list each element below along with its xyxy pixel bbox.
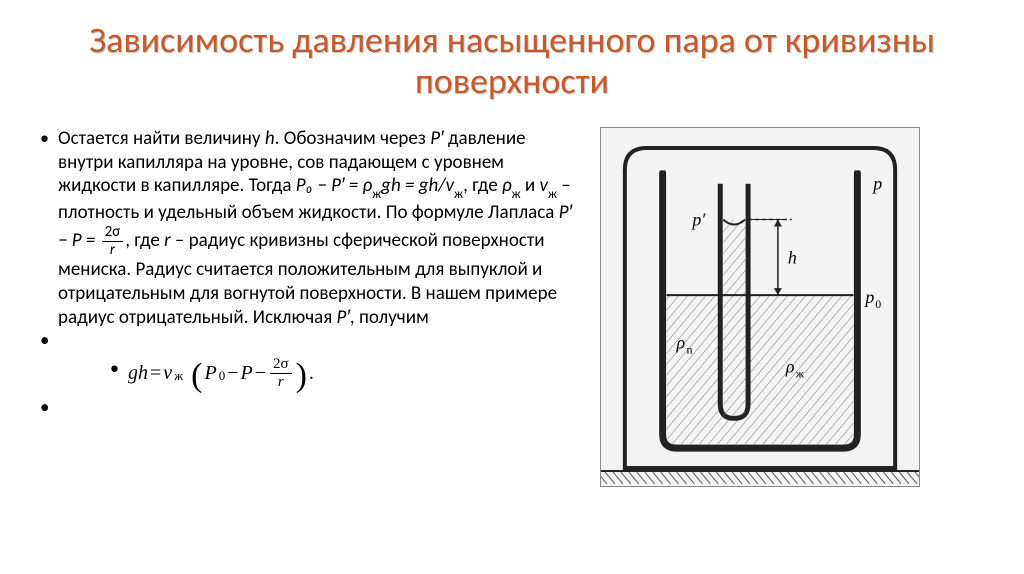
var-Pprime: P′: [430, 127, 443, 150]
content-row: • Остается найти величину h. Обозначим ч…: [40, 127, 984, 492]
svg-text:h: h: [788, 247, 797, 267]
main-formula: gh = vж ( P0 − P − 2σr ) .: [128, 357, 314, 390]
eq1-sub: ж: [372, 187, 381, 202]
svg-text:ж: ж: [795, 366, 805, 380]
svg-text:p: p: [871, 174, 882, 194]
bullet-icon: •: [40, 127, 58, 330]
diagram-column: pp′hp0ρnρж: [600, 127, 920, 492]
text-seg: , где: [125, 229, 164, 252]
empty-bullet: •: [40, 329, 580, 351]
sub-zh: ж: [548, 187, 557, 202]
var-v: v: [539, 174, 547, 197]
var-Pprime2: P′: [337, 306, 350, 329]
var-rho: ρ: [502, 174, 512, 197]
var-h: h: [265, 127, 275, 150]
text-seg: . Обозначим через: [275, 127, 431, 150]
empty-bullet: •: [40, 396, 580, 418]
bullet-icon: •: [110, 357, 128, 390]
page-title: Зависимость давления насыщенного пара от…: [40, 20, 984, 103]
text-seg: , получим: [350, 306, 429, 329]
formula-row: • gh = vж ( P0 − P − 2σr ) .: [40, 357, 580, 390]
eq1-sub: ж: [454, 187, 463, 202]
svg-text:ρ: ρ: [676, 333, 686, 353]
sub-zh: ж: [512, 187, 521, 202]
svg-text:p′: p′: [690, 209, 706, 229]
text-seg: и: [521, 174, 540, 197]
eq1-mid: gh = gh/v: [381, 174, 454, 197]
text-seg: , где: [463, 174, 502, 197]
text-seg: Остается найти величину: [58, 127, 265, 150]
capillary-diagram: pp′hp0ρnρж: [600, 127, 920, 487]
main-paragraph: • Остается найти величину h. Обозначим ч…: [40, 127, 580, 330]
text-column: • Остается найти величину h. Обозначим ч…: [40, 127, 580, 492]
svg-text:n: n: [686, 342, 692, 356]
svg-text:p: p: [863, 287, 874, 307]
eq1-lhs: P₀ − P′ = ρ: [296, 174, 372, 197]
eq2-frac: 2σr: [102, 225, 124, 258]
svg-text:ρ: ρ: [785, 356, 795, 376]
svg-text:0: 0: [875, 297, 881, 311]
